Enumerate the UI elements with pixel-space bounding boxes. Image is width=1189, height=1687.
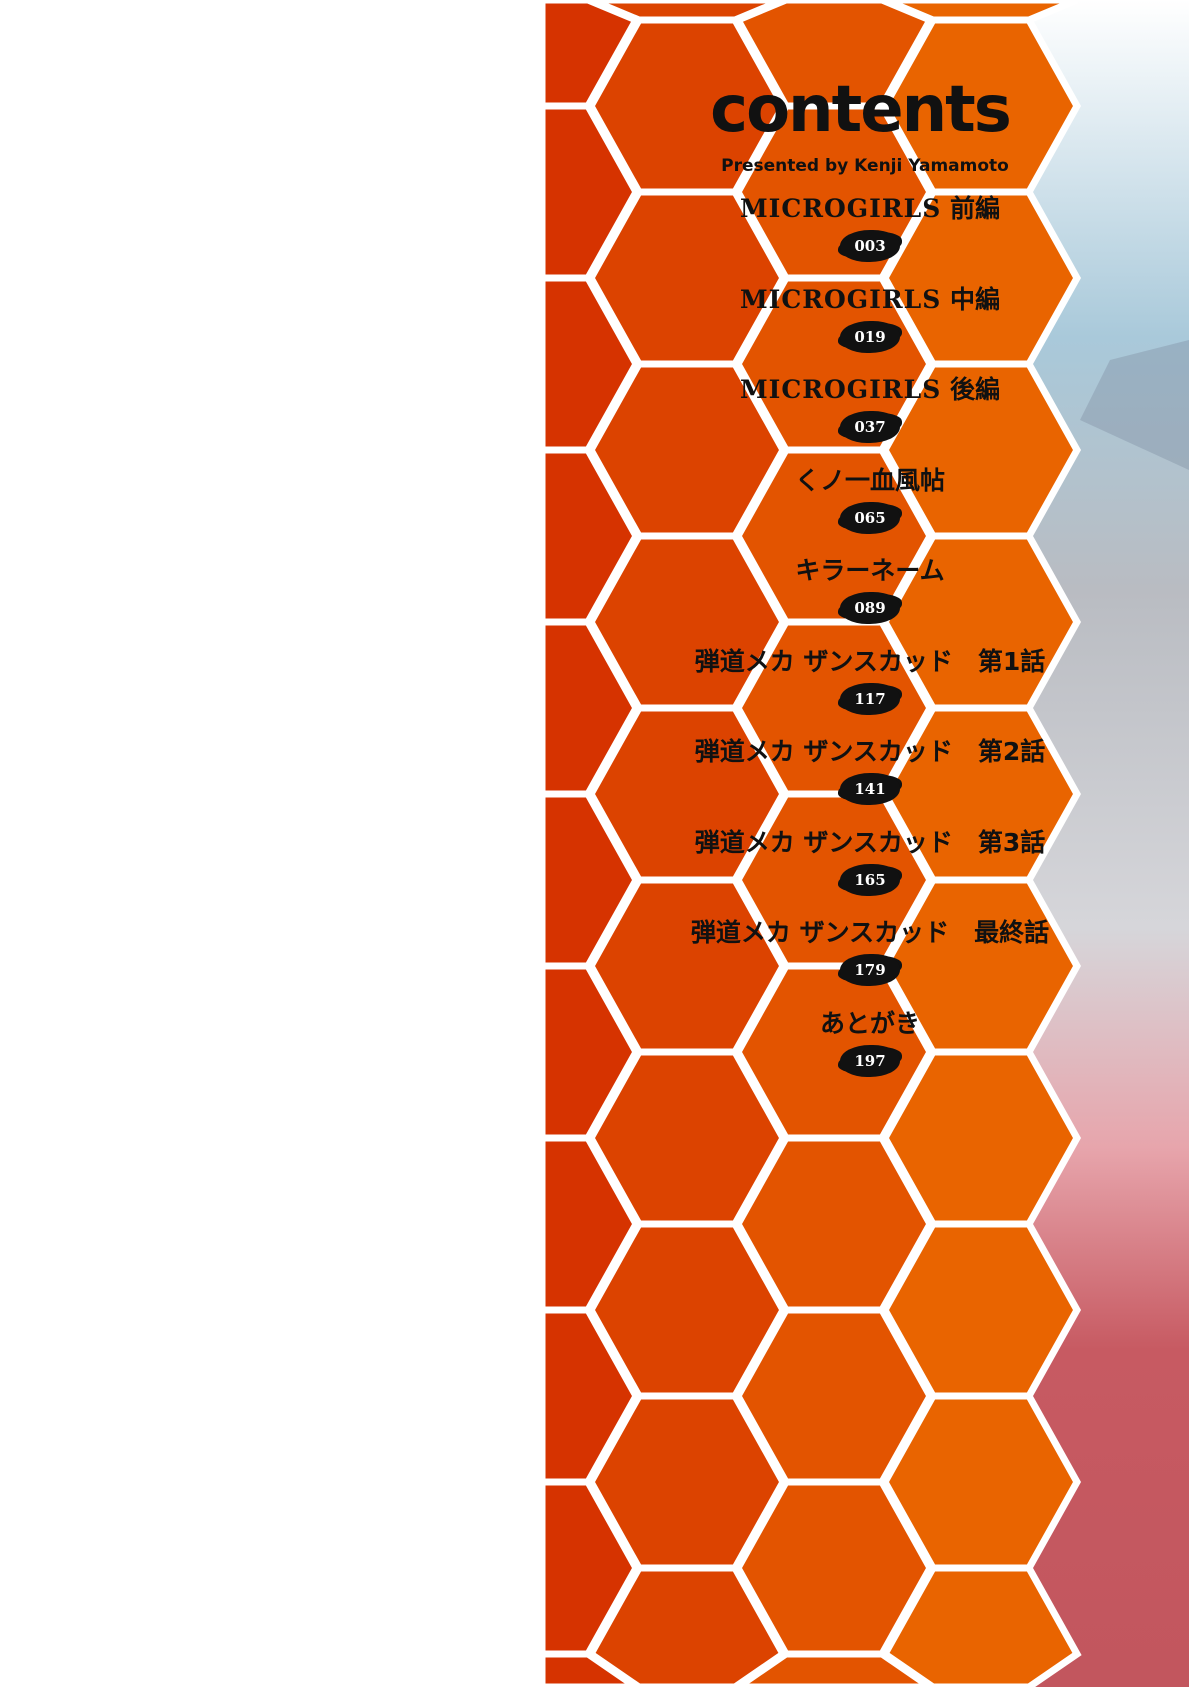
toc-entry[interactable]: くノ一血風帖 065: [660, 466, 1080, 534]
chapter-title: MICROGIRLS 中編: [660, 285, 1080, 315]
toc-entry[interactable]: 弾道メカ ザンスカッド 第3話 165: [660, 828, 1080, 896]
page-number-splat: 065: [840, 501, 900, 534]
toc-entry[interactable]: MICROGIRLS 中編 019: [660, 285, 1080, 353]
page-number-splat: 089: [840, 592, 900, 624]
hexagon-background-art: [542, 0, 1189, 1687]
hexagon-tile: [731, 1650, 937, 1687]
chapter-title-latin: MICROGIRLS: [739, 194, 942, 223]
toc-entry[interactable]: MICROGIRLS 前編 003: [660, 194, 1080, 262]
chapter-title: くノ一血風帖: [660, 466, 1080, 496]
chapter-title: MICROGIRLS 前編: [660, 194, 1080, 224]
page-number-splat: 003: [840, 230, 900, 262]
chapter-title-jp: 中編: [949, 284, 1000, 314]
chapter-title-jp: 後編: [949, 375, 1000, 404]
chapter-title: キラーネーム: [660, 556, 1080, 586]
chapter-title: 弾道メカ ザンスカッド 第1話: [660, 647, 1080, 677]
contents-title: contents: [710, 73, 1012, 147]
chapter-title: 弾道メカ ザンスカッド 第3話: [660, 828, 1080, 858]
toc-entry[interactable]: あとがき 197: [660, 1009, 1080, 1077]
chapter-title: MICROGIRLS 後編: [660, 375, 1080, 405]
toc-entry[interactable]: 弾道メカ ザンスカッド 第2話 141: [660, 737, 1080, 805]
chapter-title: あとがき: [660, 1009, 1080, 1039]
toc-entry[interactable]: キラーネーム 089: [660, 556, 1080, 624]
chapter-title-latin: MICROGIRLS: [739, 284, 942, 314]
toc-entry[interactable]: 弾道メカ ザンスカッド 第1話 117: [660, 647, 1080, 715]
chapter-title-latin: MICROGIRLS: [739, 375, 942, 404]
chapter-title: 弾道メカ ザンスカッド 最終話: [660, 918, 1080, 948]
page-number-splat: 141: [840, 773, 900, 805]
toc-entry[interactable]: 弾道メカ ザンスカッド 最終話 179: [660, 918, 1080, 986]
chapter-title-jp: 弾道メカ ザンスカッド 第3話: [694, 827, 1046, 857]
chapter-title-jp: くノ一血風帖: [794, 465, 945, 495]
chapter-title-jp: あとがき: [819, 1008, 920, 1038]
toc-entry[interactable]: MICROGIRLS 後編 037: [660, 375, 1080, 443]
page-number-splat: 117: [840, 682, 900, 715]
chapter-title: 弾道メカ ザンスカッド 第2話: [660, 737, 1080, 767]
illustration-detail: [1080, 340, 1189, 470]
chapter-title-jp: キラーネーム: [795, 556, 945, 585]
chapter-title-jp: 弾道メカ ザンスカッド 最終話: [690, 918, 1050, 947]
hexagon-grid: [542, 0, 1082, 1687]
page-number-splat: 197: [840, 1044, 900, 1077]
chapter-title-jp: 前編: [949, 194, 1000, 223]
author-credit: Presented by Kenji Yamamoto: [721, 156, 1009, 176]
page-number-splat: 179: [840, 954, 900, 986]
chapter-title-jp: 弾道メカ ザンスカッド 第1話: [694, 646, 1046, 676]
page-number-splat: 019: [840, 320, 900, 353]
chapter-title-jp: 弾道メカ ザンスカッド 第2話: [694, 737, 1046, 766]
hexagon-tile: [880, 1564, 1082, 1687]
page-number-splat: 037: [840, 411, 900, 443]
page-number-splat: 165: [840, 863, 900, 896]
